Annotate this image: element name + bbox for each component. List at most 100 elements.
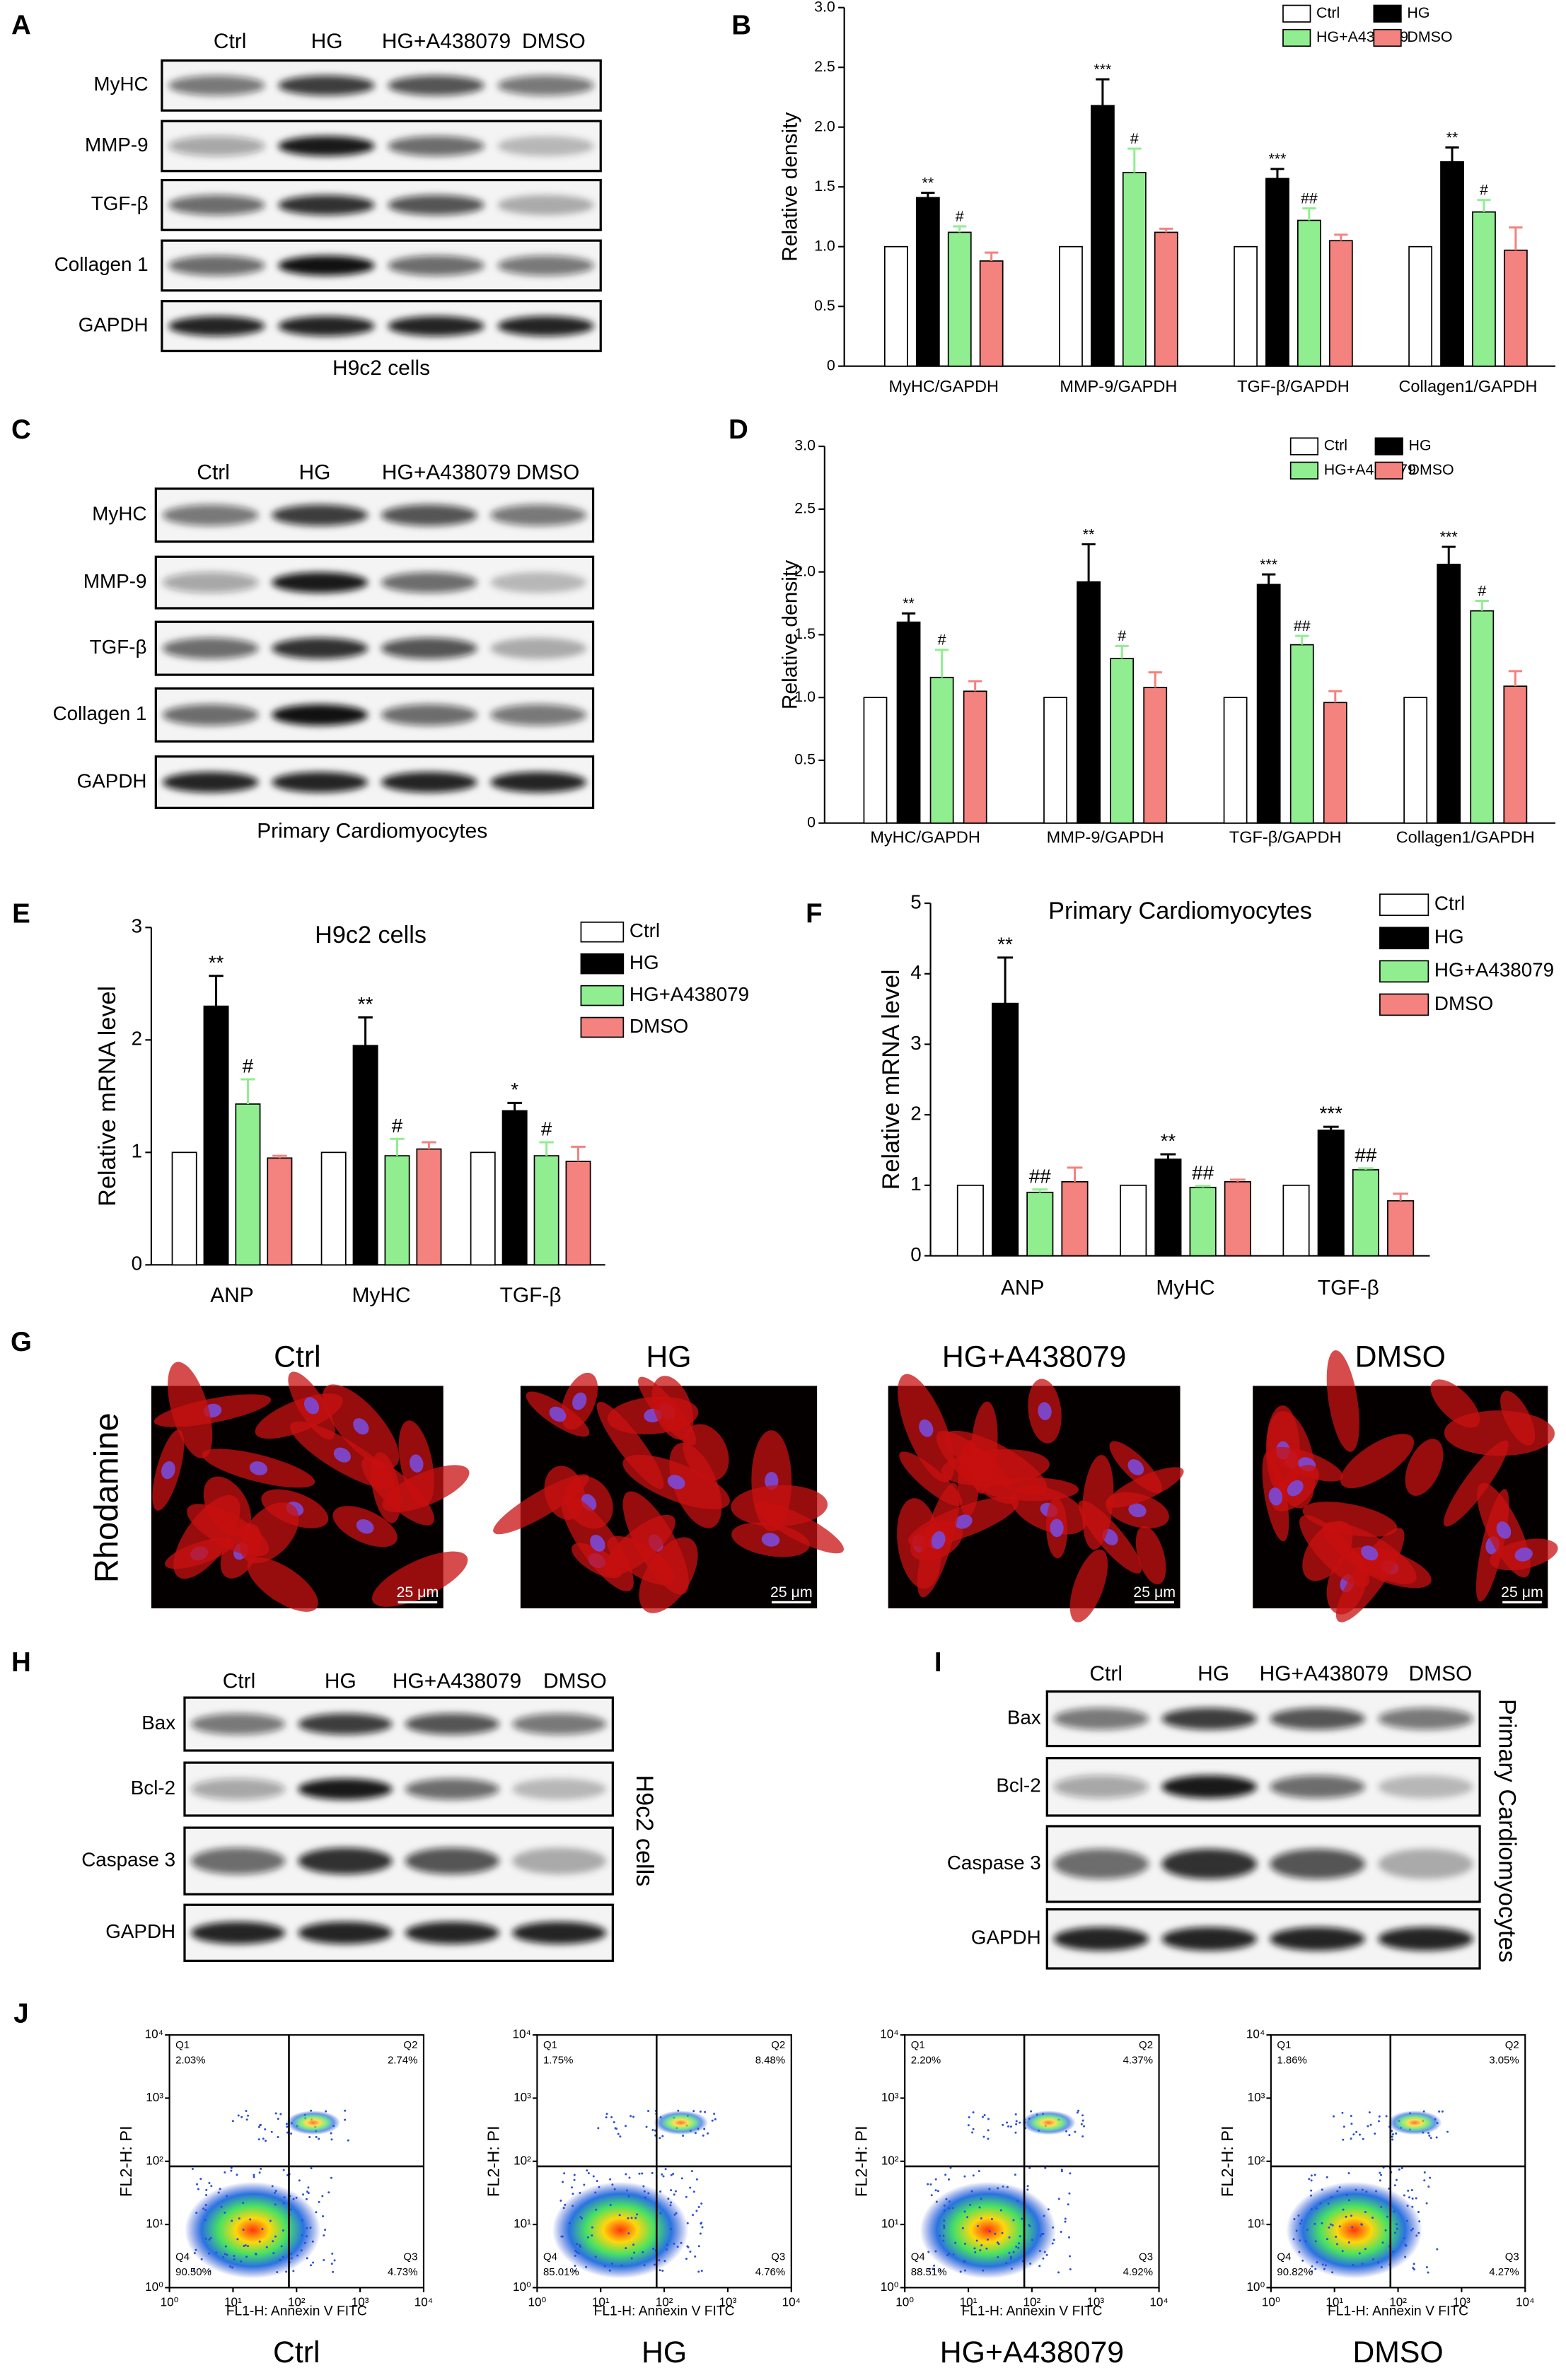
event (269, 2219, 272, 2222)
event (659, 2190, 662, 2193)
event (959, 2270, 962, 2273)
blot-band (162, 637, 259, 659)
bar (1503, 249, 1528, 367)
lane-label: HG+A438079 (1260, 1662, 1388, 1685)
event (625, 2189, 628, 2192)
event (1012, 2251, 1015, 2253)
event (963, 2175, 966, 2178)
nucleus (549, 1406, 567, 1422)
event (591, 2234, 593, 2237)
event (1364, 2248, 1367, 2251)
bar (1059, 245, 1083, 367)
blot-band (1161, 1927, 1257, 1951)
event (1030, 2110, 1033, 2113)
event (934, 2250, 937, 2253)
event (307, 2186, 310, 2189)
y-tick-label: 10⁰ (145, 2280, 163, 2294)
event (948, 2178, 951, 2181)
cell (1500, 1391, 1536, 1446)
event (1064, 2217, 1067, 2220)
event (231, 2219, 233, 2222)
event (217, 2191, 220, 2194)
event (980, 2217, 982, 2220)
event (318, 2200, 320, 2203)
event (1038, 2265, 1041, 2268)
event (270, 2130, 273, 2133)
event (1031, 2239, 1033, 2241)
event (692, 2190, 695, 2193)
event (240, 2115, 243, 2118)
legend-swatch (580, 953, 625, 975)
event (576, 2243, 579, 2246)
event (240, 2260, 243, 2263)
event (222, 2256, 225, 2258)
event (197, 2188, 199, 2190)
event (632, 2243, 635, 2246)
x-tick-label: 10³ (1453, 2295, 1471, 2309)
y-tick-label: 2.0 (794, 562, 816, 579)
event (969, 2203, 972, 2206)
nucleus (761, 1533, 780, 1547)
legend-swatch (1373, 28, 1402, 47)
event (230, 2166, 233, 2169)
blot-band (497, 195, 594, 216)
panel-letter: H (11, 1647, 31, 1678)
bar (896, 621, 921, 824)
event (597, 2127, 600, 2130)
event (1413, 2263, 1415, 2265)
event (627, 2217, 630, 2219)
event (1029, 2263, 1032, 2265)
event (231, 2266, 233, 2269)
event (669, 2204, 672, 2207)
event (1057, 2198, 1060, 2200)
event (1019, 2121, 1021, 2124)
cloud-upper (654, 2111, 709, 2135)
event (330, 2132, 332, 2135)
event (1015, 2245, 1018, 2248)
event (209, 2236, 212, 2239)
x-tick-label: 10³ (352, 2295, 369, 2309)
event (310, 2167, 313, 2170)
event (205, 2193, 208, 2196)
blot-band (272, 572, 369, 593)
lane-label: HG (325, 1670, 356, 1693)
event (1311, 2265, 1313, 2268)
event (195, 2248, 197, 2251)
y-tick-label: 10⁰ (881, 2280, 899, 2294)
quadrant-name: Q4 (175, 2251, 190, 2263)
y-tick-label: 1.5 (814, 178, 835, 195)
legend-swatch (1289, 461, 1319, 480)
event (663, 2260, 666, 2263)
quadrant-percent: 4.76% (755, 2266, 785, 2278)
significance-label: ** (1083, 526, 1095, 542)
event (699, 2232, 702, 2235)
bar (1043, 697, 1067, 824)
legend-swatch (1379, 993, 1429, 1016)
event (208, 2181, 211, 2184)
nucleus (590, 1535, 605, 1552)
event (1068, 2255, 1071, 2258)
event (942, 2234, 945, 2237)
event (1411, 2227, 1414, 2230)
legend-swatch (1379, 927, 1429, 950)
event (570, 2186, 573, 2189)
event (1323, 2268, 1326, 2270)
quadrant-percent: 90.82% (1277, 2266, 1313, 2278)
cell (1405, 1439, 1444, 1496)
event (967, 2124, 970, 2127)
event (204, 2219, 207, 2222)
event (233, 2258, 236, 2260)
significance-label: ## (1192, 1161, 1214, 1183)
event (647, 2110, 650, 2113)
y-tick-label: 10⁴ (880, 2028, 898, 2041)
event (662, 2175, 665, 2178)
event (1376, 2261, 1379, 2264)
blot-band (490, 504, 587, 526)
nucleus (919, 1419, 934, 1437)
event (1314, 2240, 1317, 2243)
event (1299, 2239, 1301, 2242)
y-tick-label: 10¹ (146, 2217, 163, 2231)
event (618, 2214, 621, 2217)
chart-title: H9c2 cells (315, 922, 427, 948)
event (943, 2204, 946, 2207)
